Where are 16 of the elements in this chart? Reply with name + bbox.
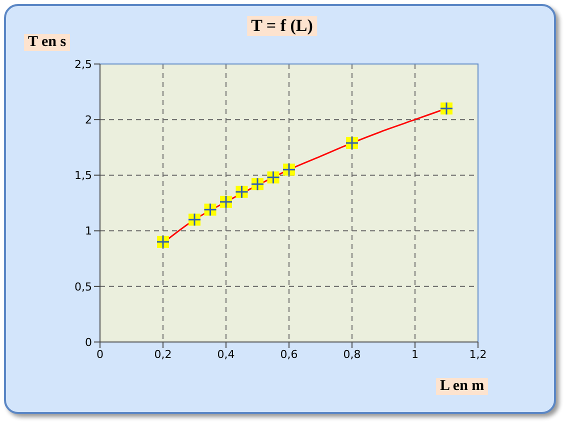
x-tick-label: 0,6 — [280, 348, 298, 361]
chart-title: T = f (L) — [247, 16, 317, 36]
y-tick-label: 2 — [85, 114, 92, 127]
y-tick-label: 0 — [85, 336, 92, 349]
y-tick-label: 1 — [85, 224, 92, 238]
x-tick-label: 0,4 — [217, 348, 235, 361]
x-tick-label: 0 — [96, 348, 104, 361]
y-tick-label: 1,5 — [74, 169, 92, 182]
y-axis-title: T en s — [24, 34, 70, 51]
x-tick-label: 0,8 — [343, 348, 361, 361]
x-tick-label: 1 — [412, 348, 418, 361]
y-tick-label: 2,5 — [74, 58, 92, 71]
x-axis-title: L en m — [436, 378, 488, 395]
y-tick-label: 0,5 — [74, 280, 92, 294]
x-tick-label: 1,2 — [469, 348, 487, 361]
x-tick-label: 0,2 — [154, 348, 172, 361]
